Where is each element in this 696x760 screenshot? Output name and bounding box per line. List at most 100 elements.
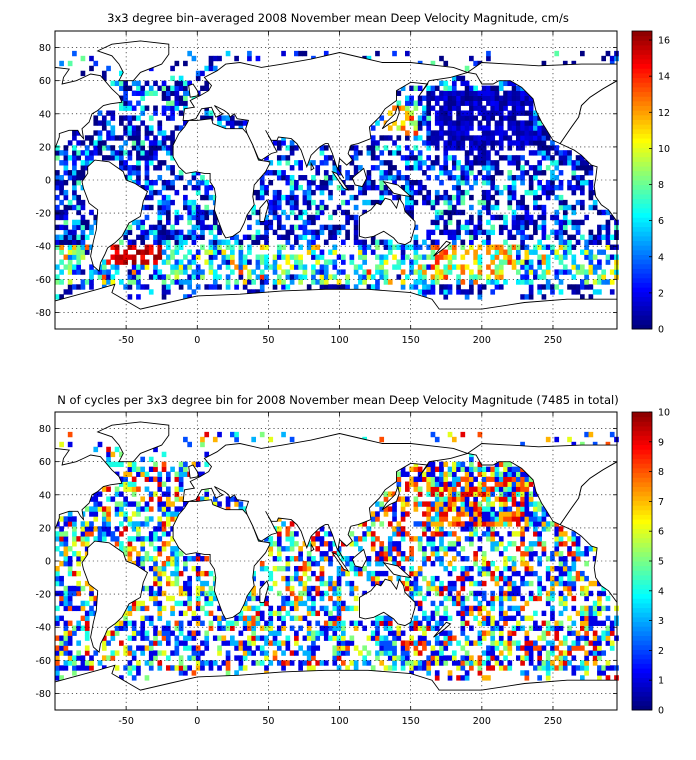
heat-cell [597,610,602,617]
heat-cell [161,289,167,295]
heat-cell [601,605,607,612]
heat-cell [383,665,389,671]
heat-cell [558,541,564,547]
heat-cell [362,184,367,191]
heat-cell [511,585,517,592]
heat-cell [294,180,299,186]
heat-cell [405,145,410,151]
heat-cell [498,615,504,621]
heat-cell [605,630,611,636]
heat-cell [434,214,440,221]
heat-cell [336,610,342,617]
heat-cell [443,595,449,602]
heat-cell [580,234,585,240]
heat-cell [370,546,376,552]
heat-cell [157,610,163,617]
heat-cell [114,155,120,161]
heat-cell [195,650,201,656]
heat-cell [264,259,269,265]
heat-cell [554,184,560,191]
heat-cell [127,224,133,231]
heat-cell [187,630,192,636]
heat-cell [490,635,496,641]
heat-cell [157,526,163,532]
heat-cell [430,60,436,67]
heat-cell [490,269,496,275]
heat-cell [584,269,589,275]
heat-cell [165,135,171,141]
heat-cell [464,655,470,661]
heat-cell [370,234,376,240]
heat-cell [84,244,90,250]
heat-cell [276,249,282,255]
heat-cell [400,120,406,126]
heat-cell [430,625,436,631]
heat-cell [144,80,150,87]
heat-cell [187,585,192,592]
heat-cell [97,536,103,542]
heat-cell [443,269,449,275]
heat-cell [174,580,180,587]
colorbar-segment [632,175,652,181]
heat-cell [520,491,525,497]
heat-cell [127,120,133,126]
heat-cell [72,219,77,226]
heat-cell [490,145,496,151]
heat-cell [328,610,333,617]
heat-cell [251,630,257,636]
heat-cell [426,670,432,676]
cycles-continents [54,421,618,711]
heat-cell [268,660,274,666]
heat-cell [469,140,474,146]
heat-cell [533,595,538,602]
heat-cell [545,660,551,666]
heat-cell [230,625,235,631]
heat-cell [541,145,547,151]
heat-cell [106,135,111,141]
coastline [172,118,271,239]
heat-cell [575,665,581,671]
heat-cell [507,660,513,666]
heat-cell [136,294,141,300]
heat-cell [584,665,589,671]
heat-cell [422,284,427,290]
heat-cell [405,209,410,216]
heat-cell [533,620,538,626]
heat-cell [417,189,423,196]
heat-cell [174,575,180,582]
heat-cell [387,506,393,512]
heat-cell [456,264,461,270]
heat-cell [259,189,265,196]
heat-cell [225,259,231,265]
heat-cell [370,145,376,151]
heat-cell [144,501,150,507]
heat-cell [242,120,248,126]
heat-cell [234,264,239,270]
heat-cell [405,189,410,196]
heat-cell [477,254,483,260]
heat-cell [417,115,423,121]
heat-cell [131,521,137,527]
heat-cell [473,605,478,612]
heat-cell [217,431,222,438]
heat-cell [281,170,286,176]
heat-cell [76,175,82,181]
heat-cell [486,536,491,542]
heat-cell [178,259,184,265]
heat-cell [481,675,487,681]
heat-cell [558,660,564,666]
heat-cell [379,660,385,666]
heat-cell [567,184,572,191]
heat-cell [93,269,99,275]
heat-cell [114,244,120,250]
heat-cell [597,229,602,236]
heat-cell [234,670,239,676]
heat-cell [170,580,175,587]
heat-cell [140,239,146,245]
heat-cell [614,675,619,681]
heat-cell [588,204,594,211]
heat-cell [336,620,342,626]
heat-cell [55,150,60,156]
heat-cell [477,170,483,176]
heat-cell [387,650,393,656]
